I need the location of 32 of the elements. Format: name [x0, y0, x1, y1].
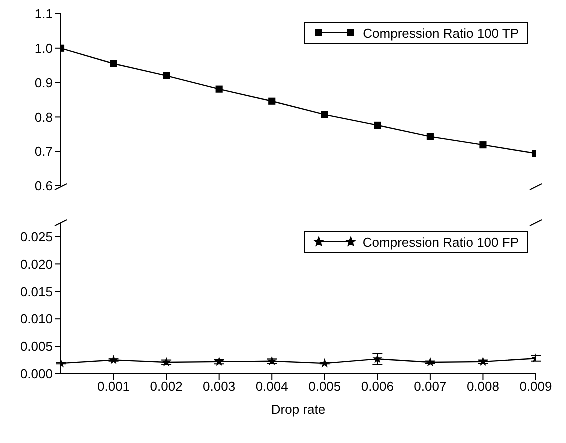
y-tick-label: 0.9 — [34, 75, 53, 90]
y-tick-label: 1.1 — [34, 6, 53, 22]
point — [321, 111, 328, 118]
legend-label: Compression Ratio 100 TP — [363, 26, 519, 40]
y-tick-label: 0.025 — [20, 229, 53, 244]
x-tick-label: 0.006 — [361, 379, 394, 394]
x-tick-label: 0.008 — [466, 379, 500, 394]
x-tick-label: 0.002 — [150, 379, 183, 394]
y-tick-label: 1.0 — [34, 41, 53, 56]
y-tick-label: 0.015 — [20, 284, 53, 300]
x-tick-label: 0.007 — [414, 379, 447, 394]
point — [374, 122, 382, 129]
point — [163, 72, 170, 80]
y-tick-label: 0.020 — [20, 256, 53, 272]
point — [216, 86, 223, 93]
x-tick-label: 0.001 — [98, 379, 130, 394]
x-tick-label: 0.004 — [256, 379, 288, 394]
point — [110, 60, 118, 68]
y-tick-label: 0.8 — [34, 110, 53, 125]
y-tick-label: 0.010 — [20, 312, 53, 327]
point — [426, 133, 434, 140]
point — [268, 98, 276, 105]
y-tick-label: 0.005 — [20, 339, 53, 354]
point — [480, 142, 487, 149]
y-tick-label: 0.000 — [20, 366, 53, 382]
y-tick-label: 0.7 — [34, 144, 53, 160]
x-tick-label: 0.009 — [520, 379, 552, 394]
y-tick-label: 0.6 — [34, 178, 53, 194]
x-axis-title: Drop rate — [271, 402, 326, 417]
legend-label: Compression Ratio 100 FP — [362, 234, 519, 250]
x-tick-label: 0.005 — [308, 379, 342, 394]
x-tick-label: 0.003 — [203, 379, 236, 394]
